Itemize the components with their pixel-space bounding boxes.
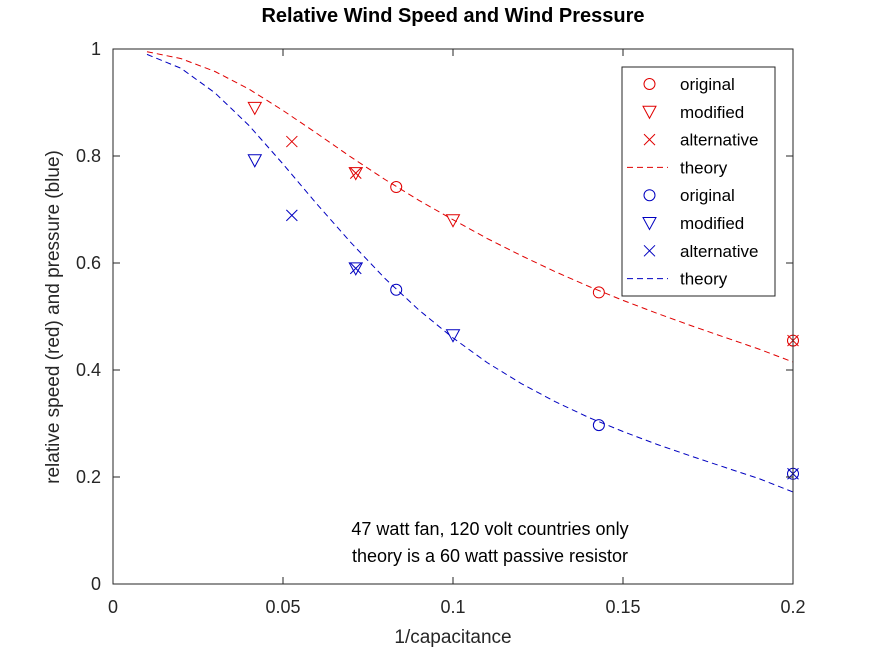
x-axis-label: 1/capacitance — [394, 627, 511, 648]
y-tick-label: 0.8 — [76, 146, 101, 166]
data-point-red-modified — [348, 167, 364, 181]
legend-entry-label: alternative — [680, 242, 758, 261]
annotation-line-1: 47 watt fan, 120 volt countries only — [351, 519, 628, 539]
legend-marker — [643, 78, 656, 90]
data-point-blue-modified — [445, 329, 461, 343]
annotation-line-2: theory is a 60 watt passive resistor — [352, 546, 628, 566]
legend-box — [621, 66, 776, 297]
y-tick-label: 0.4 — [76, 360, 101, 380]
legend-entry-label: theory — [680, 158, 728, 177]
x-tick-label: 0.2 — [780, 597, 805, 617]
y-tick-label: 1 — [91, 39, 101, 59]
x-tick-label: 0.1 — [440, 597, 465, 617]
data-point-blue-alternative — [349, 262, 362, 275]
legend-entry-label: theory — [680, 270, 728, 289]
legend-entry-label: original — [680, 75, 735, 94]
data-point-red-original — [592, 286, 605, 299]
legend-entry-label: modified — [680, 214, 744, 233]
data-point-red-original — [390, 181, 403, 194]
legend-marker — [642, 217, 657, 231]
data-point-blue-modified — [247, 154, 263, 168]
series-line-red-theory — [146, 51, 794, 363]
data-point-blue-original — [390, 283, 403, 296]
data-point-blue-alternative — [285, 209, 298, 222]
legend-marker — [643, 189, 656, 202]
data-point-blue-modified — [348, 262, 364, 276]
ticks: 0 0.05 0.1 0.15 0.2 0 0.2 0.4 0.6 0.8 1 — [76, 39, 806, 617]
data-point-red-modified — [247, 101, 263, 116]
series-line-blue-theory — [146, 53, 794, 493]
x-tick-label: 0 — [108, 597, 118, 617]
data-point-blue-original — [592, 419, 605, 432]
legend-marker — [643, 133, 656, 146]
legend: original modified alternative theory origina… — [621, 66, 776, 297]
data-point-red-alternative — [349, 167, 362, 179]
legend-marker — [642, 105, 657, 120]
legend-entry-label: alternative — [680, 131, 758, 150]
y-tick-label: 0.2 — [76, 467, 101, 487]
y-tick-label: 0 — [91, 574, 101, 594]
legend-entry-label: modified — [680, 103, 744, 122]
chart-title: Relative Wind Speed and Wind Pressure — [261, 5, 644, 27]
x-tick-label: 0.15 — [605, 597, 640, 617]
data-point-red-alternative — [285, 135, 298, 148]
data-point-red-modified — [445, 214, 461, 228]
legend-entry-label: original — [680, 186, 735, 205]
y-axis-label: relative speed (red) and pressure (blue) — [43, 150, 64, 484]
y-tick-label: 0.6 — [76, 253, 101, 273]
x-tick-label: 0.05 — [265, 597, 300, 617]
legend-marker — [643, 244, 656, 257]
